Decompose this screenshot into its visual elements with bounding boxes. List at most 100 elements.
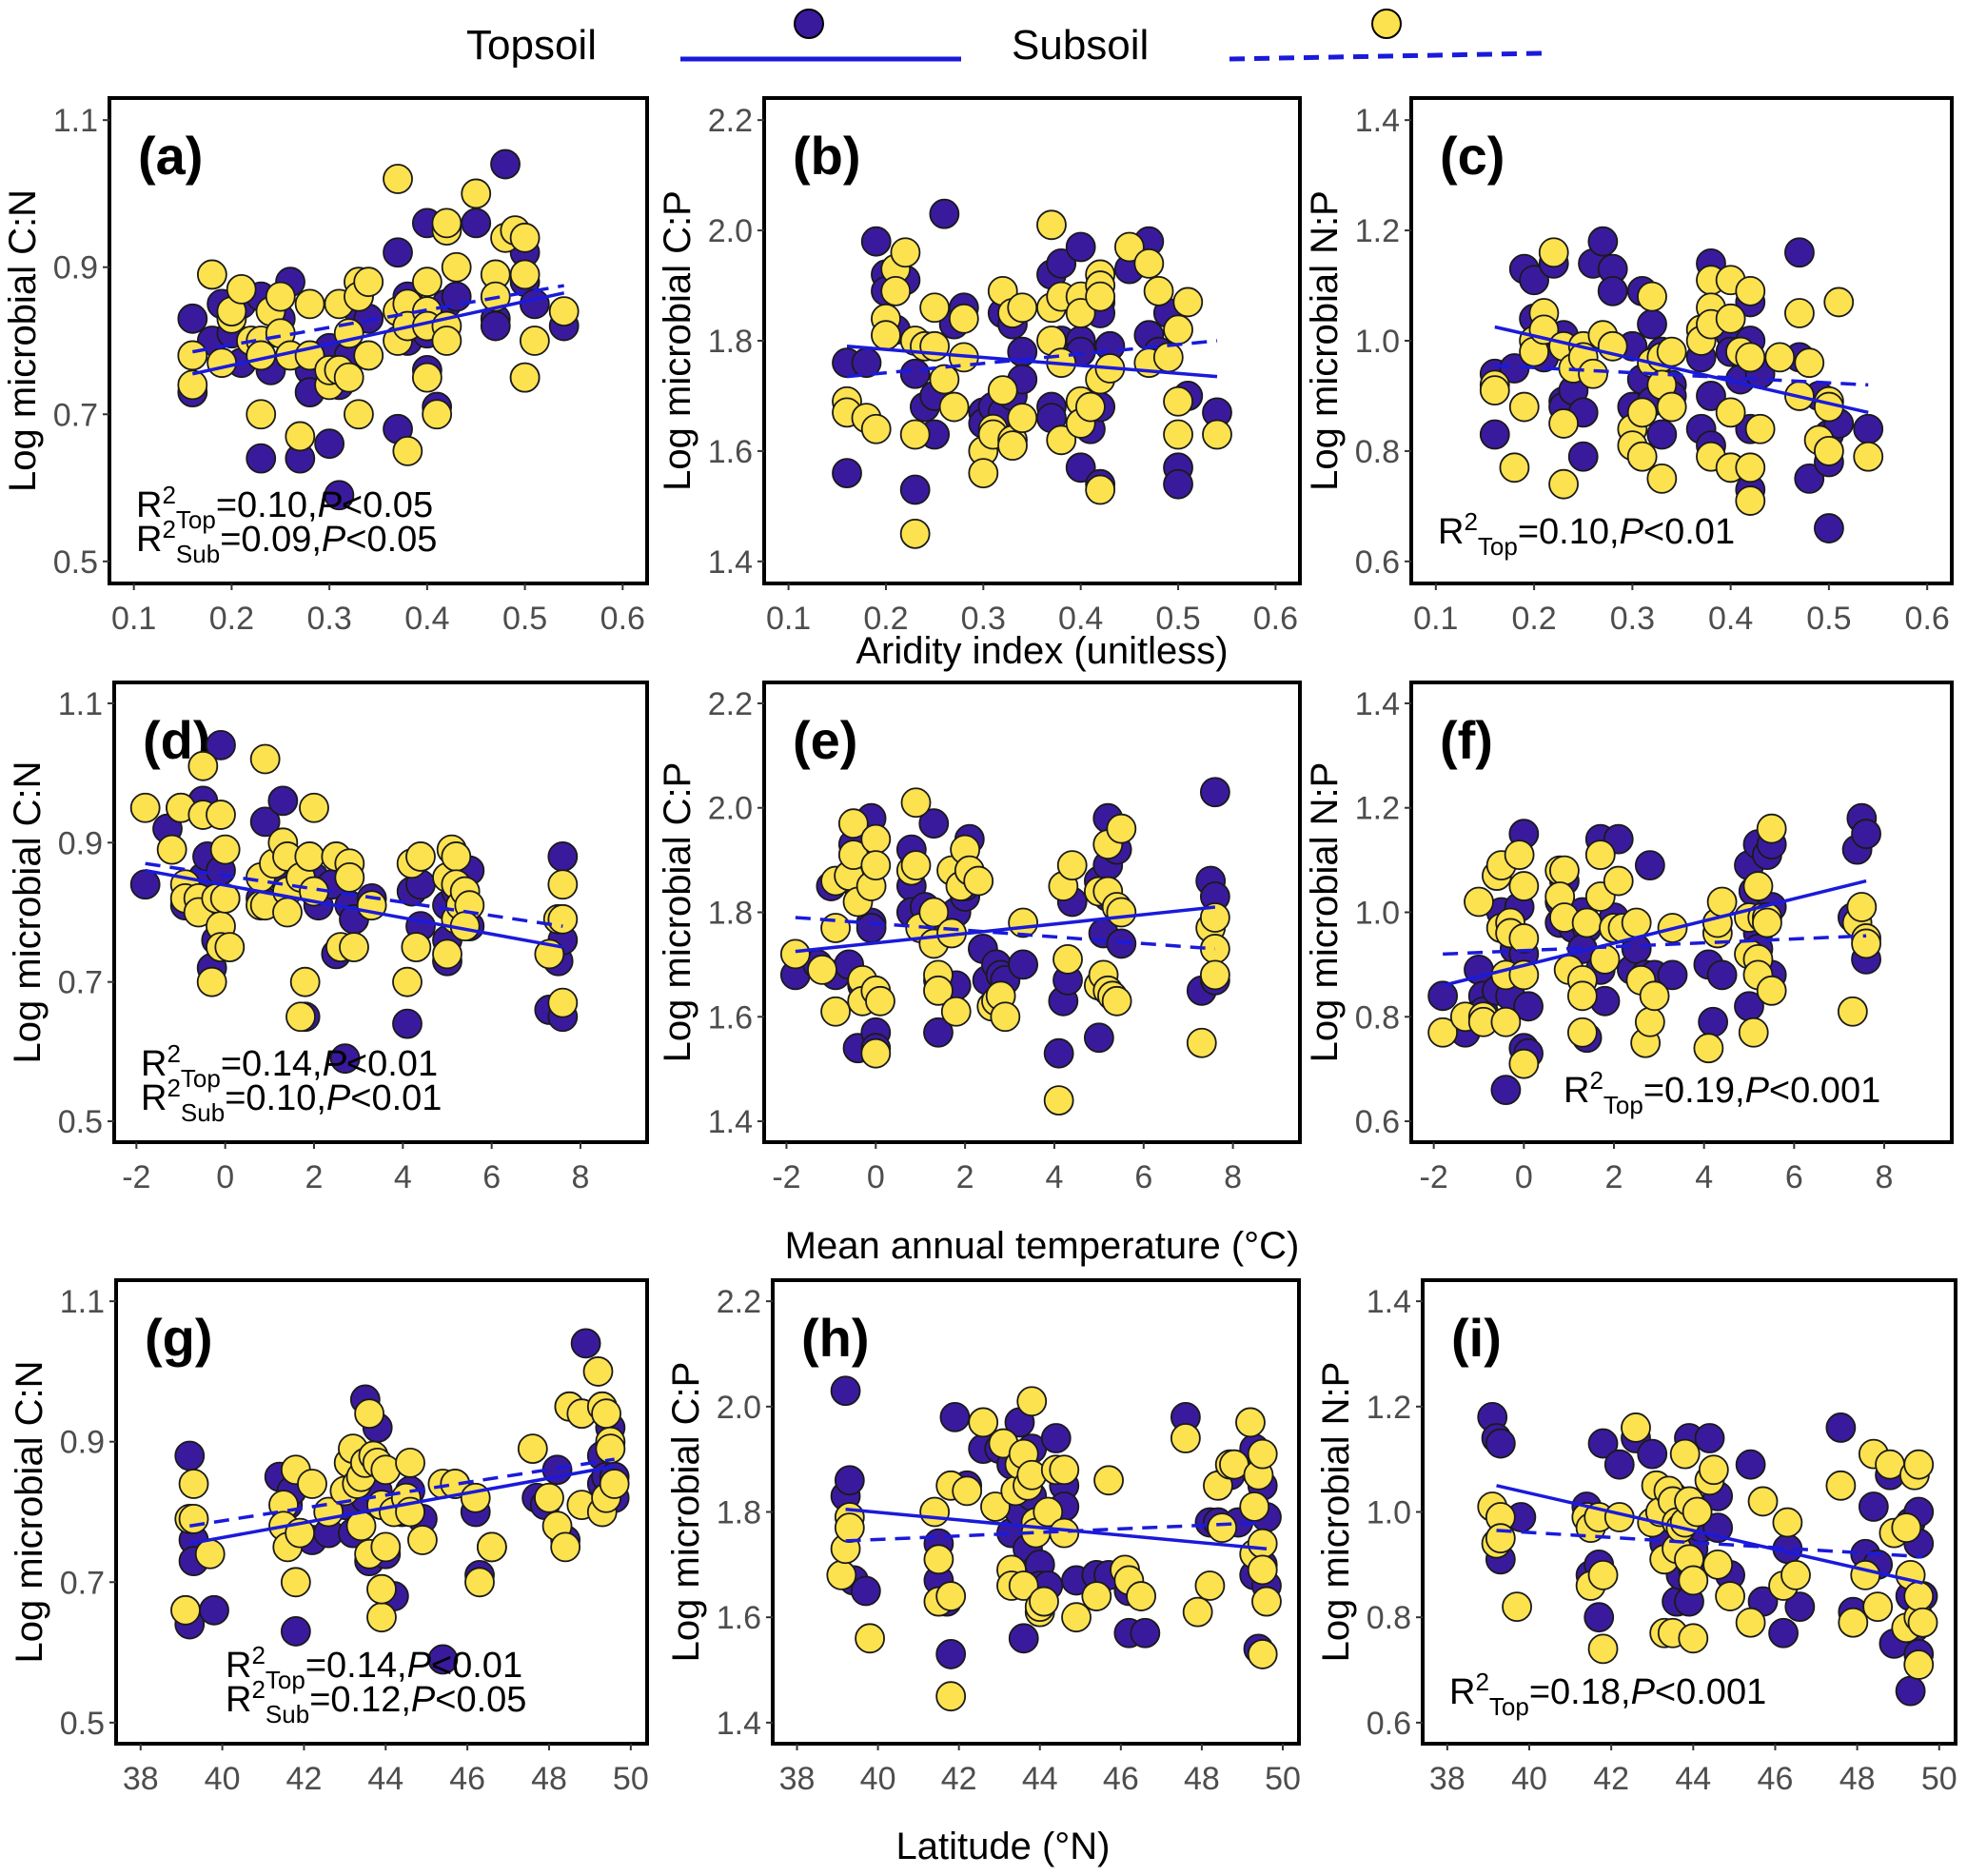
data-point-subsoil xyxy=(1621,1412,1651,1443)
data-point-topsoil xyxy=(1694,1423,1725,1453)
data-point-subsoil xyxy=(1678,1565,1709,1596)
data-point-subsoil xyxy=(1735,342,1766,373)
x-tick-label: 42 xyxy=(941,1761,977,1797)
series-subsoil xyxy=(832,209,1232,549)
x-tick-label: 0.2 xyxy=(209,601,254,637)
stats-annotation: R2Top=0.14,P<0.01 xyxy=(141,1039,438,1093)
data-point-topsoil xyxy=(1814,513,1844,543)
data-point-subsoil xyxy=(1247,1438,1278,1470)
data-point-subsoil xyxy=(1669,1438,1701,1470)
y-tick-label: 1.6 xyxy=(708,999,753,1036)
data-point-subsoil xyxy=(1075,391,1106,423)
data-point-subsoil xyxy=(178,1469,209,1499)
data-point-subsoil xyxy=(1207,1512,1238,1544)
data-point-subsoil xyxy=(1508,923,1540,954)
data-point-subsoil xyxy=(285,421,316,452)
data-point-topsoil xyxy=(206,729,236,760)
data-point-subsoil xyxy=(1143,275,1174,306)
data-point-subsoil xyxy=(1152,342,1184,373)
data-point-topsoil xyxy=(834,1465,865,1496)
data-point-subsoil xyxy=(534,1482,564,1513)
plot-area xyxy=(1479,226,1884,543)
fit-line-topsoil xyxy=(1442,879,1867,988)
y-tick-label: 0.7 xyxy=(60,1565,105,1601)
x-tick-label: 42 xyxy=(286,1761,323,1797)
data-point-subsoil xyxy=(1502,1591,1532,1623)
x-tick-label: 0 xyxy=(1515,1159,1533,1195)
data-point-subsoil xyxy=(1907,1607,1938,1638)
y-tick-label: 1.4 xyxy=(708,544,753,581)
x-tick-label: 4 xyxy=(1045,1159,1063,1195)
data-point-subsoil xyxy=(345,1511,377,1542)
y-tick-label: 1.0 xyxy=(1355,324,1400,360)
annotation-subscript: Sub xyxy=(266,1700,309,1728)
y-tick-label: 0.9 xyxy=(58,825,103,861)
data-point-subsoil xyxy=(1247,1639,1278,1669)
data-point-subsoil xyxy=(1744,413,1776,444)
y-tick-label: 0.9 xyxy=(60,1425,105,1461)
data-point-subsoil xyxy=(1715,1581,1745,1611)
y-tick-label: 1.1 xyxy=(53,103,98,139)
data-point-subsoil xyxy=(1548,408,1579,439)
data-point-subsoil xyxy=(997,430,1028,462)
panel-i: 0.6 0.8 1.0 1.2 1.4 38 40 42 44 46 48 50 Log microbi… xyxy=(1315,1278,1957,1797)
data-point-subsoil xyxy=(289,966,321,997)
x-axis-title-temperature: Mean annual temperature (°C) xyxy=(785,1225,1300,1267)
y-tick-label: 1.1 xyxy=(60,1284,105,1320)
data-point-subsoil xyxy=(1194,1570,1226,1601)
data-point-subsoil xyxy=(1046,425,1077,456)
stats-annotation: R2Top=0.10,P<0.01 xyxy=(1438,507,1735,561)
panel-label: (g) xyxy=(145,1308,213,1368)
data-point-subsoil xyxy=(1566,980,1598,1012)
x-tick-label: 38 xyxy=(123,1761,159,1797)
data-point-subsoil xyxy=(249,743,281,775)
data-point-topsoil xyxy=(1106,928,1137,959)
data-point-topsoil xyxy=(1479,419,1510,450)
y-axis-title: Log microbial C:N xyxy=(9,1361,50,1664)
x-tick-label: 8 xyxy=(1224,1159,1242,1195)
data-point-topsoil xyxy=(1567,441,1599,472)
annotation-subscript: Sub xyxy=(176,540,220,568)
x-tick-label: 40 xyxy=(1511,1761,1547,1797)
data-point-topsoil xyxy=(280,1616,311,1647)
data-point-subsoil xyxy=(370,1531,402,1563)
data-point-subsoil xyxy=(1163,385,1193,417)
y-tick-label: 0.7 xyxy=(58,965,103,1001)
data-point-subsoil xyxy=(431,326,462,356)
data-point-subsoil xyxy=(940,996,972,1027)
data-point-subsoil xyxy=(1756,813,1787,844)
data-point-subsoil xyxy=(353,267,384,298)
data-point-subsoil xyxy=(460,1482,491,1513)
fit-line-subsoil xyxy=(1496,1529,1923,1559)
data-point-subsoil xyxy=(1656,391,1687,423)
y-axis-title: Log microbial C:N xyxy=(2,189,44,492)
x-tick-label: 42 xyxy=(1593,1761,1629,1797)
x-tick-label: 8 xyxy=(1876,1159,1894,1195)
annotation-subscript: Top xyxy=(1478,532,1518,561)
y-axis-title: Log microbial C:P xyxy=(657,190,698,491)
data-point-subsoil xyxy=(1548,468,1579,500)
data-point-subsoil xyxy=(334,862,365,893)
data-point-subsoil xyxy=(1464,886,1494,918)
data-point-subsoil xyxy=(547,903,579,935)
data-point-subsoil xyxy=(968,458,999,488)
y-tick-label: 0.6 xyxy=(1355,1104,1400,1140)
data-point-subsoil xyxy=(860,823,892,855)
data-point-topsoil xyxy=(1784,237,1815,268)
y-tick-label: 0.6 xyxy=(1355,544,1400,581)
data-point-topsoil xyxy=(899,474,931,505)
annotation-subscript: Sub xyxy=(181,1098,225,1127)
data-point-subsoil xyxy=(1853,441,1884,472)
y-tick-label: 1.0 xyxy=(1367,1495,1411,1531)
data-point-topsoil xyxy=(1519,265,1549,296)
data-point-subsoil xyxy=(1742,871,1774,901)
data-point-subsoil xyxy=(1016,1386,1048,1417)
data-point-topsoil xyxy=(1046,247,1077,279)
y-tick-label: 1.4 xyxy=(1355,686,1400,722)
annotation-subscript: Top xyxy=(1603,1091,1643,1119)
y-tick-label: 1.8 xyxy=(708,896,753,932)
data-point-subsoil xyxy=(297,1469,327,1499)
x-tick-label: 0.2 xyxy=(863,601,908,637)
data-point-subsoil xyxy=(1085,474,1116,505)
